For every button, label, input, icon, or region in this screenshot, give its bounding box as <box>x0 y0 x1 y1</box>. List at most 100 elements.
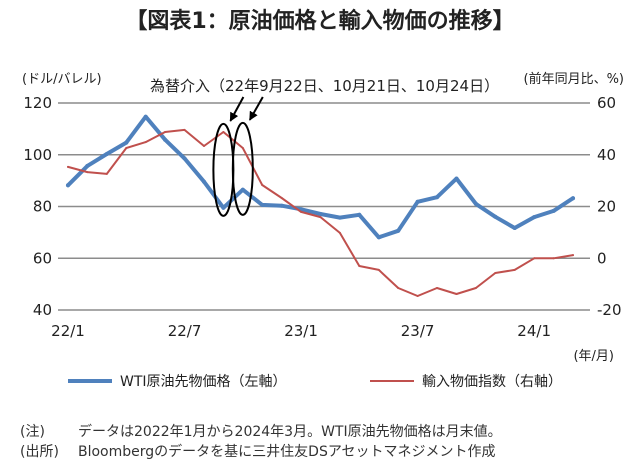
data-point-import-price <box>105 172 108 175</box>
data-point-wti <box>357 212 362 217</box>
y-left-axis-label: (ドル/バレル) <box>22 72 102 87</box>
x-axis: 22/1 22/7 23/1 23/7 24/1 <box>51 322 551 340</box>
data-point-import-price <box>183 128 186 131</box>
data-point-wti <box>376 235 381 240</box>
data-point-wti <box>182 156 187 161</box>
data-point-wti <box>318 212 323 216</box>
data-point-wti <box>337 215 342 220</box>
data-point-wti <box>435 195 439 200</box>
x-tick-label: 24/1 <box>517 322 551 340</box>
data-point-import-price <box>533 257 536 260</box>
data-point-import-price <box>280 197 283 199</box>
intervention-ellipse <box>212 122 235 217</box>
x-tick-label: 22/1 <box>51 322 85 340</box>
data-point-import-price <box>164 131 167 133</box>
data-point-wti <box>66 183 70 188</box>
data-point-import-price <box>338 231 341 234</box>
data-point-import-price <box>319 216 322 219</box>
series-group <box>66 114 575 297</box>
data-point-wti <box>163 137 168 142</box>
x-tick-label: 23/1 <box>284 322 318 340</box>
data-point-wti <box>202 179 206 184</box>
y-right-tick-label: 40 <box>597 146 616 164</box>
data-point-import-price <box>513 268 516 271</box>
data-point-import-price <box>241 147 244 149</box>
x-tick-label: 23/7 <box>401 322 435 340</box>
footnotes: (注) データは2022年1月から2024年3月。WTI原油先物価格は月末値。 … <box>20 422 502 462</box>
intervention-arrow <box>248 96 264 121</box>
data-point-wti <box>551 208 556 213</box>
y-left-tick-label: 120 <box>23 94 52 112</box>
data-point-wti <box>571 196 575 201</box>
data-point-import-price <box>397 287 400 289</box>
data-point-import-price <box>125 147 128 149</box>
note-label: (注) <box>20 424 45 440</box>
intervention-highlights <box>212 96 264 217</box>
data-point-wti <box>396 228 401 233</box>
chart-title: 【図表1：原油価格と輸入物価の推移】 <box>125 9 515 34</box>
x-axis-label: (年/月) <box>573 349 614 364</box>
y-right-tick-label: -20 <box>597 301 622 319</box>
data-point-import-price <box>222 131 225 133</box>
gridlines <box>58 102 590 311</box>
data-point-import-price <box>203 145 205 147</box>
legend-label-import-price: 輸入物価指数（右軸） <box>422 374 562 390</box>
note-text: データは2022年1月から2024年3月。WTI原油先物価格は月末値。 <box>78 424 502 440</box>
data-point-import-price <box>436 287 438 289</box>
source-row: (出所) Bloombergのデータを基に三井住友DSアセットマネジメント作成 <box>20 442 502 462</box>
legend-swatch-import-price <box>370 380 414 382</box>
source-text: Bloombergのデータを基に三井住友DSアセットマネジメント作成 <box>78 444 496 460</box>
data-point-import-price <box>300 210 303 213</box>
data-point-wti <box>104 152 109 156</box>
intervention-annotation: 為替介入（22年9月22日、10月21日、10月24日） <box>150 77 499 95</box>
y-right-axis: 60 40 20 0 -20 <box>597 94 622 319</box>
data-point-import-price <box>261 184 264 186</box>
data-point-wti <box>512 226 517 230</box>
intervention-arrow <box>229 96 245 122</box>
note-row: (注) データは2022年1月から2024年3月。WTI原油先物価格は月末値。 <box>20 422 502 442</box>
legend-item-wti: WTI原油先物価格（左軸） <box>68 370 287 392</box>
data-point-wti <box>124 140 129 145</box>
legend-label-wti: WTI原油先物価格（左軸） <box>120 374 287 390</box>
data-point-wti <box>240 187 245 192</box>
intervention-ellipse <box>231 121 254 216</box>
y-right-tick-label: 60 <box>597 94 616 112</box>
data-point-import-price <box>552 257 555 260</box>
x-tick-label: 22/7 <box>168 322 202 340</box>
y-left-axis: 120 100 80 60 40 <box>23 94 52 319</box>
data-point-wti <box>415 199 420 204</box>
data-point-import-price <box>455 293 458 295</box>
data-point-wti <box>473 201 478 206</box>
data-point-import-price <box>474 287 477 289</box>
data-point-import-price <box>67 165 69 168</box>
data-point-import-price <box>416 295 419 297</box>
legend-swatch-wti <box>68 379 112 383</box>
y-left-tick-label: 80 <box>33 198 52 216</box>
data-point-import-price <box>358 265 361 267</box>
data-point-import-price <box>572 254 574 257</box>
data-point-wti <box>532 215 537 220</box>
y-left-tick-label: 60 <box>33 249 52 267</box>
data-point-wti <box>279 203 284 208</box>
data-point-wti <box>260 202 265 207</box>
data-point-wti <box>85 163 90 168</box>
y-right-tick-label: 0 <box>597 249 607 267</box>
data-point-import-price <box>86 171 89 174</box>
y-right-tick-label: 20 <box>597 198 616 216</box>
legend: WTI原油先物価格（左軸） 輸入物価指数（右軸） <box>0 370 640 392</box>
legend-item-import-price: 輸入物価指数（右軸） <box>370 370 562 392</box>
y-right-axis-label: (前年同月比、%) <box>524 71 625 87</box>
source-label: (出所) <box>20 444 59 460</box>
y-left-tick-label: 40 <box>33 301 52 319</box>
data-point-wti <box>143 114 148 119</box>
series-line-wti <box>66 114 575 240</box>
y-left-tick-label: 100 <box>23 146 52 164</box>
data-point-wti <box>221 205 226 210</box>
data-point-import-price <box>144 141 147 144</box>
data-point-import-price <box>494 272 497 274</box>
data-point-wti <box>493 214 498 219</box>
data-point-wti <box>454 176 459 181</box>
data-point-import-price <box>377 268 380 271</box>
